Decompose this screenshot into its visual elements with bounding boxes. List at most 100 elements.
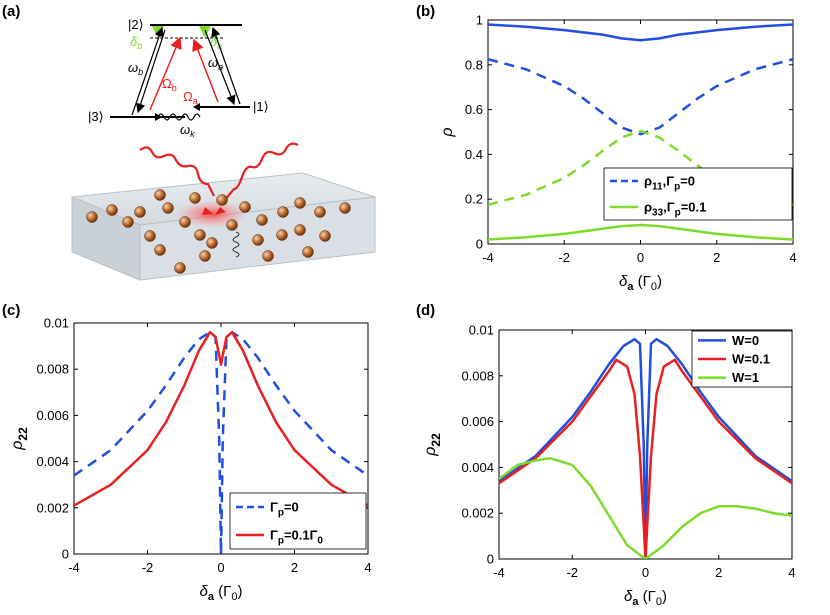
omega-a-arrow-up bbox=[211, 26, 241, 105]
y-tick-label: 0.006 bbox=[36, 408, 69, 423]
legend-label: W=1 bbox=[732, 370, 759, 385]
series-line-W0 bbox=[499, 337, 792, 559]
phonon-wiggle bbox=[157, 113, 201, 121]
atom bbox=[239, 201, 251, 213]
panel-b-tag: (b) bbox=[416, 3, 436, 20]
panel-d-tag: (d) bbox=[416, 302, 436, 319]
atom-slab bbox=[71, 142, 376, 281]
x-tick-label: -2 bbox=[558, 250, 570, 265]
series-line-rho33_gp01 bbox=[488, 223, 793, 241]
laser-arrow-right bbox=[215, 207, 226, 215]
x-tick-label: 4 bbox=[788, 565, 795, 580]
laser-wave-left bbox=[139, 146, 215, 197]
atom bbox=[256, 214, 268, 226]
y-tick-label: 0.6 bbox=[465, 102, 483, 117]
omega-b-label: ωb bbox=[128, 60, 143, 77]
legend-box bbox=[603, 167, 793, 221]
atom bbox=[162, 202, 174, 214]
x-axis-label: δa (Γ0) bbox=[619, 273, 662, 293]
x-tick-label: 2 bbox=[713, 250, 720, 265]
y-tick-label: 0.008 bbox=[36, 362, 69, 377]
atom bbox=[277, 206, 289, 218]
omega-a-arrow-down bbox=[204, 29, 236, 106]
x-axis-label: δa (Γ0) bbox=[199, 583, 242, 603]
atom bbox=[294, 197, 306, 209]
y-tick-label: 0.2 bbox=[465, 192, 483, 207]
atom bbox=[206, 237, 218, 249]
atom bbox=[294, 224, 306, 236]
level-1-label: |1⟩ bbox=[253, 99, 269, 114]
panel-c-tag: (c) bbox=[2, 302, 21, 319]
y-tick-label: 0.4 bbox=[465, 147, 483, 162]
y-tick-label: 0.008 bbox=[461, 368, 494, 383]
level-3-label: |3⟩ bbox=[88, 109, 104, 124]
x-tick-label: 0 bbox=[642, 565, 649, 580]
phonon-arrow-right bbox=[193, 103, 200, 111]
series-line-gp0 bbox=[74, 330, 368, 554]
y-tick-label: 0 bbox=[487, 552, 494, 567]
chart-b: -4 -2 0 2 4 0 0.2 0.4 0.6 0.8 1 δa (Γ0) ρ ρ11,Γp=0 ρ33… bbox=[439, 13, 797, 294]
atom bbox=[314, 206, 326, 218]
legend-label: Γp=0.1Γ0 bbox=[270, 528, 323, 547]
x-tick-label: -2 bbox=[142, 560, 154, 575]
atom bbox=[199, 250, 211, 262]
omega-k-label: ωk bbox=[180, 122, 195, 139]
legend-label: W=0.1 bbox=[732, 352, 770, 367]
y-tick-label: 0.004 bbox=[36, 454, 69, 469]
atom bbox=[106, 204, 118, 216]
y-tick-label: 0.002 bbox=[36, 500, 69, 515]
legend-label: Γp=0 bbox=[270, 500, 299, 519]
x-tick-label: 2 bbox=[715, 565, 722, 580]
atom bbox=[189, 192, 201, 204]
atom bbox=[154, 244, 166, 256]
y-tick-label: 0 bbox=[62, 547, 69, 562]
x-tick-label: -2 bbox=[566, 565, 578, 580]
x-tick-label: 4 bbox=[789, 250, 796, 265]
x-tick-label: 2 bbox=[291, 560, 298, 575]
x-tick-label: 0 bbox=[637, 250, 644, 265]
x-tick-label: -4 bbox=[482, 250, 494, 265]
panel-a-tag: (a) bbox=[2, 3, 21, 20]
omega-b-arrow-down bbox=[136, 29, 166, 114]
atoms-group bbox=[86, 189, 351, 274]
delta-b-label: δb bbox=[130, 34, 142, 51]
legend-box bbox=[229, 492, 367, 550]
atom bbox=[302, 246, 314, 258]
atom bbox=[339, 202, 351, 214]
series-line-rho11_gp01 bbox=[488, 23, 793, 42]
atom bbox=[262, 250, 274, 262]
atom bbox=[276, 229, 288, 241]
atom bbox=[252, 234, 264, 246]
Omega-b-label: Ωb bbox=[162, 76, 177, 93]
chart-c: -4 -2 0 2 4 0 0.002 0.004 0.006 0.008 0.01 δa (Γ0) ρ… bbox=[9, 316, 372, 604]
atom bbox=[216, 194, 228, 206]
omega-b-arrow-up bbox=[131, 26, 164, 116]
x-axis-label: δa (Γ0) bbox=[624, 588, 667, 608]
Omega-b-arrow bbox=[149, 36, 182, 111]
chart-d: -4 -2 0 2 4 0 0.002 0.004 0.006 0.008 0.01 δa (Γ0) ρ… bbox=[422, 323, 796, 609]
y-tick-label: 0.004 bbox=[461, 460, 494, 475]
y-tick-label: 0.8 bbox=[465, 57, 483, 72]
y-tick-label: 0.002 bbox=[461, 506, 494, 521]
atom bbox=[194, 229, 206, 241]
legend-label: ρ11,Γp=0 bbox=[644, 174, 695, 193]
x-tick-label: 4 bbox=[364, 560, 371, 575]
x-tick-label: -4 bbox=[493, 565, 505, 580]
y-tick-label: 0.01 bbox=[44, 316, 69, 331]
atom bbox=[86, 211, 98, 223]
x-tick-label: -4 bbox=[68, 560, 80, 575]
atom bbox=[154, 189, 166, 201]
Omega-a-arrow bbox=[192, 38, 219, 103]
y-axis-label: ρ22 bbox=[9, 427, 30, 451]
Omega-a-label: Ωa bbox=[183, 89, 198, 106]
y-tick-label: 0.006 bbox=[461, 414, 494, 429]
omega-a-label: ωa bbox=[208, 55, 223, 72]
laser-wave-right bbox=[223, 142, 299, 202]
y-axis-label: ρ22 bbox=[422, 433, 443, 457]
series-line-gp01 bbox=[74, 330, 368, 507]
atom bbox=[319, 230, 331, 242]
series-line-rho11_gp0 bbox=[488, 57, 793, 136]
atom bbox=[174, 262, 186, 274]
x-tick-label: 0 bbox=[217, 560, 224, 575]
